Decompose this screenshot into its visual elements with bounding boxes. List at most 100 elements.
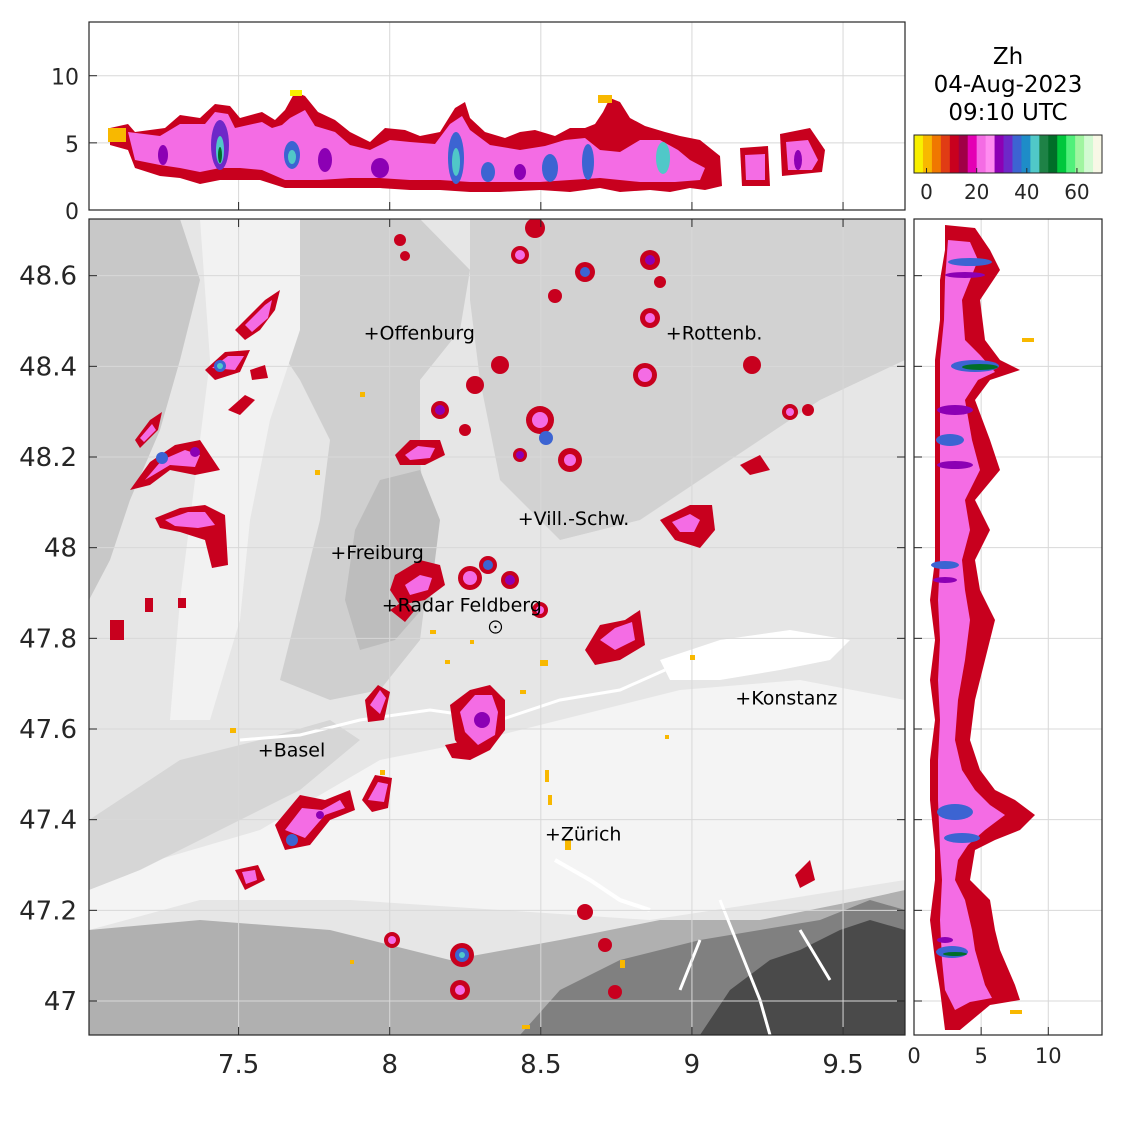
right-x-tick-label: 5 bbox=[974, 1044, 987, 1068]
colorbar-swatch bbox=[1084, 135, 1094, 173]
colorbar: 0 20 40 60 bbox=[913, 134, 1103, 204]
echo-cell bbox=[130, 440, 220, 490]
map-x-tick-label: 9 bbox=[684, 1050, 701, 1080]
map-frame bbox=[88, 218, 906, 1036]
top-echo-core bbox=[582, 144, 594, 180]
echo-cell bbox=[135, 412, 162, 448]
map-x-tick-label: 8 bbox=[381, 1050, 398, 1080]
colorbar-swatch bbox=[1003, 135, 1013, 173]
right-echo-core bbox=[937, 405, 973, 415]
colorbar-swatch bbox=[1066, 135, 1076, 173]
echo-cell bbox=[513, 406, 582, 472]
top-echo-core bbox=[158, 145, 168, 165]
echo-cell bbox=[205, 350, 250, 380]
map-y-tick-label: 48.4 bbox=[19, 352, 77, 382]
colorbar-swatch bbox=[914, 135, 924, 173]
top-echo-rim bbox=[598, 95, 612, 103]
right-x-tick-label: 10 bbox=[1035, 1044, 1062, 1068]
colorbar-swatch bbox=[967, 135, 978, 173]
echo-cell bbox=[390, 560, 445, 605]
terrain-swiss-plateau bbox=[89, 680, 905, 930]
radar-site-circle bbox=[488, 620, 503, 634]
top-echo-core bbox=[514, 164, 526, 180]
lake-constance bbox=[660, 630, 850, 680]
map-y-tick-label: 48.6 bbox=[19, 262, 77, 292]
top-echo-core bbox=[288, 150, 296, 164]
top-echo-core bbox=[218, 147, 222, 163]
terrain-alps-peaks bbox=[700, 920, 905, 1035]
echo-cell bbox=[740, 356, 814, 475]
terrain-jura bbox=[89, 720, 360, 890]
right-profile-panel: 0 5 10 bbox=[907, 218, 1103, 1068]
echo-cell bbox=[235, 865, 265, 890]
right-echo-core bbox=[937, 461, 973, 469]
right-echo-core bbox=[936, 434, 964, 446]
header-time: 09:10 UTC bbox=[948, 100, 1067, 126]
alpine-valleys bbox=[678, 899, 832, 1035]
terrain-layer bbox=[89, 219, 905, 1035]
echo-cell bbox=[585, 610, 645, 665]
right-echo-core bbox=[936, 946, 968, 958]
colorbar-swatch bbox=[1093, 135, 1103, 173]
colorbar-swatch bbox=[976, 135, 987, 173]
map-x-tick-label: 7.5 bbox=[218, 1050, 259, 1080]
colorbar-swatch bbox=[1075, 135, 1085, 173]
top-echo-magenta-far bbox=[786, 140, 818, 170]
right-echo-rim bbox=[1022, 338, 1034, 342]
colorbar-swatch bbox=[958, 135, 969, 173]
echo-cell bbox=[450, 685, 505, 760]
right-echo-core bbox=[943, 952, 967, 956]
map-y-tick-label: 48 bbox=[44, 534, 77, 564]
echo-cell bbox=[275, 790, 355, 850]
right-echo-core bbox=[945, 272, 985, 278]
terrain-rhine-valley bbox=[170, 219, 300, 720]
city-label: +Radar Feldberg bbox=[382, 594, 542, 616]
right-profile-echoes bbox=[930, 225, 1035, 1030]
city-label: +Basel bbox=[258, 739, 325, 761]
right-profile-frame bbox=[913, 218, 1103, 1036]
top-echo-core bbox=[371, 158, 389, 178]
lake-zurich bbox=[554, 858, 651, 912]
map-panel: +Offenburg +Rottenb. +Vill.-Schw. +Freiburg… bbox=[19, 218, 906, 1080]
echo-cell bbox=[362, 775, 392, 812]
right-x-tick-label: 0 bbox=[907, 1044, 920, 1068]
echo-cell bbox=[394, 219, 595, 303]
echo-cell bbox=[250, 365, 268, 380]
echo-cell bbox=[384, 860, 815, 1000]
map-y-tick-label: 47.4 bbox=[19, 806, 77, 836]
echo-cell bbox=[633, 250, 666, 387]
map-y-tick-label: 47 bbox=[44, 987, 77, 1017]
top-y-tick-label: 10 bbox=[51, 66, 79, 91]
top-echo-core bbox=[656, 142, 670, 174]
colorbar-swatch bbox=[1039, 135, 1049, 173]
top-y-tick-label: 5 bbox=[65, 133, 79, 158]
city-label: +Rottenb. bbox=[666, 322, 763, 344]
echo-cell bbox=[365, 685, 390, 722]
city-label: +Zürich bbox=[545, 823, 622, 845]
echo-cell bbox=[228, 395, 255, 415]
map-y-ticks: 47 47.2 47.4 47.6 47.8 48 48.2 48.4 48.6 bbox=[19, 262, 905, 1017]
top-echo-rim bbox=[108, 128, 126, 142]
map-y-tick-label: 47.2 bbox=[19, 896, 77, 926]
terrain-black-forest-high bbox=[345, 470, 440, 650]
radar-site-marker bbox=[488, 620, 503, 634]
right-echo-rim bbox=[1010, 1010, 1022, 1014]
top-echo-rim bbox=[290, 90, 302, 96]
colorbar-swatch bbox=[1012, 135, 1022, 173]
echo-cell bbox=[110, 598, 186, 640]
top-echo-magenta bbox=[128, 110, 705, 182]
colorbar-tick-label: 0 bbox=[920, 180, 933, 204]
map-y-tick-label: 48.2 bbox=[19, 443, 77, 473]
echo-layer bbox=[110, 219, 815, 1029]
map-x-tick-label: 8.5 bbox=[520, 1050, 561, 1080]
top-echo-core bbox=[481, 162, 495, 182]
city-markers: +Offenburg +Rottenb. +Vill.-Schw. +Freiburg… bbox=[258, 322, 838, 845]
echo-cell bbox=[660, 505, 715, 548]
colorbar-tick-label: 40 bbox=[1014, 180, 1039, 204]
map-x-ticks: 7.5 8 8.5 9 9.5 bbox=[218, 219, 864, 1080]
top-profile-echoes bbox=[108, 90, 825, 192]
echo-cell bbox=[445, 740, 485, 760]
top-profile-y-ticks: 0 5 10 bbox=[51, 66, 844, 225]
colorbar-swatch bbox=[922, 135, 933, 173]
header-variable: Zh bbox=[993, 44, 1023, 70]
